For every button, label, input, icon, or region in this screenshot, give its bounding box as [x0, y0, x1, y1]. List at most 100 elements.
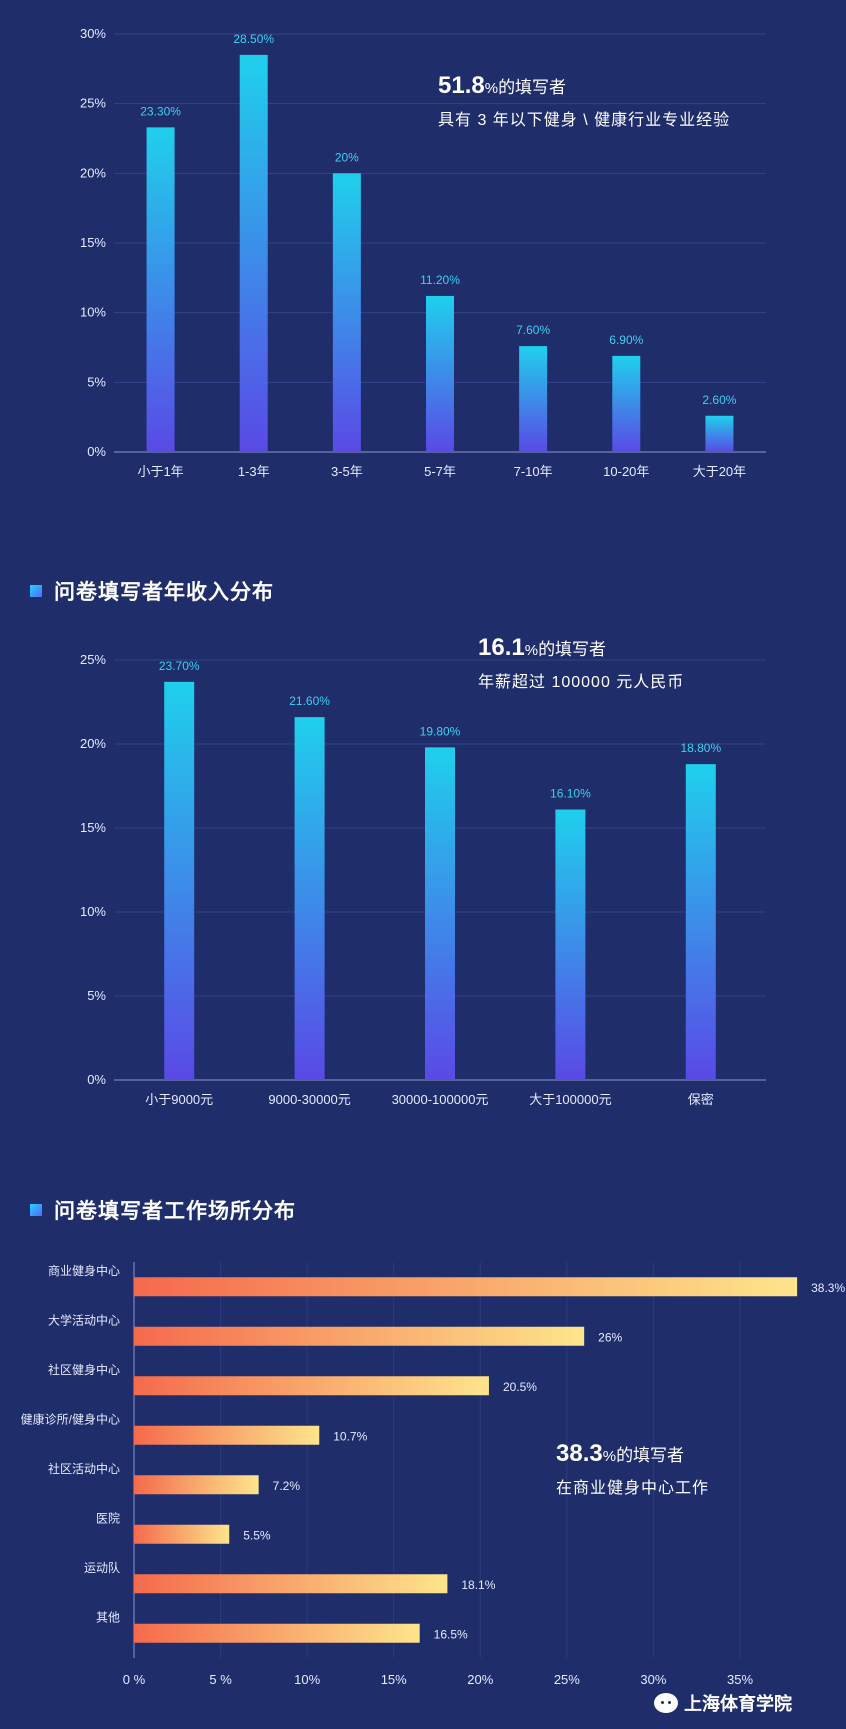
- workplace-chart-bar: [134, 1524, 230, 1544]
- section-marker-icon: [30, 1204, 42, 1216]
- income-chart-ytick-label: 15%: [80, 820, 106, 835]
- income-chart-ytick-label: 0%: [87, 1072, 106, 1087]
- workplace-chart-bar: [134, 1376, 489, 1396]
- experience-chart-category-label: 大于20年: [693, 464, 746, 479]
- workplace-chart-category-label: 大学活动中心: [48, 1312, 120, 1327]
- experience-callout: 51.8%的填写者 具有 3 年以下健身 \ 健康行业专业经验: [438, 72, 730, 130]
- callout-text: 的填写者: [498, 78, 567, 97]
- workplace-chart-data-label: 5.5%: [243, 1528, 271, 1542]
- workplace-chart-category-label: 医院: [96, 1511, 120, 1525]
- income-chart-category-label: 大于100000元: [529, 1092, 611, 1107]
- income-chart-ytick-label: 25%: [80, 652, 106, 667]
- workplace-chart-bar: [134, 1574, 448, 1594]
- experience-chart-ytick-label: 15%: [80, 235, 106, 250]
- section-title: 问卷填写者工作场所分布: [54, 1200, 296, 1223]
- workplace-chart-data-label: 10.7%: [333, 1429, 367, 1443]
- income-chart-data-label: 23.70%: [159, 659, 200, 673]
- workplace-chart-xtick-label: 15%: [381, 1672, 407, 1687]
- experience-chart-category-label: 1-3年: [238, 464, 270, 479]
- callout-percent-sign: %: [524, 642, 539, 659]
- income-chart-data-label: 19.80%: [420, 724, 461, 738]
- workplace-chart-data-label: 26%: [598, 1330, 622, 1344]
- experience-chart-category-label: 5-7年: [424, 464, 456, 479]
- experience-chart-data-label: 6.90%: [609, 333, 643, 347]
- workplace-chart-data-label: 38.3%: [811, 1281, 845, 1295]
- income-chart-category-label: 9000-30000元: [268, 1092, 350, 1107]
- experience-chart-bar: [146, 127, 175, 452]
- workplace-chart-category-label: 运动队: [84, 1560, 120, 1575]
- workplace-chart-category-label: 社区活动中心: [48, 1461, 120, 1476]
- experience-chart-data-label: 2.60%: [702, 393, 736, 407]
- experience-chart-ytick-label: 10%: [80, 305, 106, 320]
- workplace-chart-category-label: 健康诊所/健身中心: [21, 1411, 120, 1426]
- income-chart-data-label: 16.10%: [550, 787, 591, 801]
- workplace-chart-data-label: 16.5%: [434, 1627, 468, 1641]
- workplace-section-header: 问卷填写者工作场所分布: [30, 1195, 296, 1225]
- income-chart-bar: [164, 681, 195, 1080]
- workplace-chart-bar: [134, 1623, 420, 1643]
- income-chart-category-label: 小于9000元: [145, 1092, 213, 1107]
- watermark-text: 上海体育学院: [684, 1694, 792, 1714]
- experience-chart-data-label: 11.20%: [420, 273, 460, 287]
- callout-value: 16.1: [478, 634, 525, 661]
- callout-subtext: 在商业健身中心工作: [556, 1480, 710, 1497]
- experience-chart-ytick-label: 5%: [87, 374, 106, 389]
- workplace-chart-category-label: 社区健身中心: [48, 1362, 120, 1377]
- experience-chart-ytick-label: 0%: [87, 444, 106, 459]
- income-chart-bar: [294, 717, 325, 1080]
- callout-percent-sign: %: [484, 80, 499, 97]
- income-callout: 16.1%的填写者 年薪超过 100000 元人民币: [478, 634, 684, 692]
- experience-chart-bar: [519, 346, 548, 452]
- income-section-header: 问卷填写者年收入分布: [30, 576, 274, 606]
- workplace-chart-xtick-label: 25%: [554, 1672, 580, 1687]
- workplace-chart-data-label: 20.5%: [503, 1380, 537, 1394]
- income-chart-category-label: 保密: [688, 1092, 714, 1107]
- income-chart-ytick-label: 5%: [87, 988, 106, 1003]
- experience-chart-ytick-label: 25%: [80, 96, 106, 111]
- workplace-chart-xtick-label: 0 %: [123, 1672, 146, 1687]
- callout-text: 的填写者: [616, 1446, 685, 1465]
- experience-chart-category-label: 小于1年: [137, 464, 183, 479]
- workplace-chart-xtick-label: 5 %: [209, 1672, 232, 1687]
- workplace-chart-category-label: 商业健身中心: [48, 1263, 120, 1278]
- experience-chart-category-label: 10-20年: [603, 464, 649, 479]
- callout-subtext: 具有 3 年以下健身 \ 健康行业专业经验: [438, 112, 731, 129]
- experience-chart-bar: [426, 295, 454, 452]
- income-chart-bar: [685, 764, 716, 1080]
- workplace-chart-bar: [134, 1326, 585, 1346]
- callout-subtext: 年薪超过 100000 元人民币: [478, 674, 685, 691]
- experience-chart-data-label: 20%: [335, 150, 359, 164]
- workplace-chart-xtick-label: 20%: [467, 1672, 493, 1687]
- income-chart-data-label: 18.80%: [680, 741, 721, 755]
- workplace-callout: 38.3%的填写者 在商业健身中心工作: [556, 1440, 709, 1498]
- wechat-icon: [654, 1693, 678, 1713]
- workplace-chart-xtick-label: 35%: [727, 1672, 753, 1687]
- watermark: 上海体育学院: [654, 1690, 792, 1716]
- workplace-chart-data-label: 18.1%: [461, 1578, 495, 1592]
- experience-chart-data-label: 7.60%: [516, 323, 550, 337]
- income-chart-bar: [425, 747, 455, 1080]
- section-title: 问卷填写者年收入分布: [54, 581, 274, 604]
- income-chart-category-label: 30000-100000元: [392, 1092, 489, 1107]
- income-chart-ytick-label: 20%: [80, 736, 106, 751]
- callout-value: 51.8: [438, 72, 485, 99]
- workplace-chart-data-label: 7.2%: [273, 1479, 301, 1493]
- callout-text: 的填写者: [538, 640, 607, 659]
- workplace-chart-category-label: 其他: [96, 1610, 120, 1624]
- experience-chart-ytick-label: 20%: [80, 165, 106, 180]
- experience-chart-category-label: 3-5年: [331, 464, 363, 479]
- experience-chart-bar: [612, 355, 641, 452]
- callout-value: 38.3: [556, 1440, 603, 1467]
- experience-chart-category-label: 7-10年: [514, 464, 553, 479]
- workplace-chart-bar: [134, 1425, 320, 1445]
- workplace-chart-xtick-label: 30%: [640, 1672, 666, 1687]
- workplace-chart-bar: [134, 1475, 259, 1495]
- workplace-chart-xtick-label: 10%: [294, 1672, 320, 1687]
- section-marker-icon: [30, 585, 42, 597]
- workplace-chart-bar: [134, 1277, 798, 1297]
- experience-chart-bar: [332, 173, 361, 453]
- experience-chart-bar: [705, 415, 734, 452]
- income-chart-ytick-label: 10%: [80, 904, 106, 919]
